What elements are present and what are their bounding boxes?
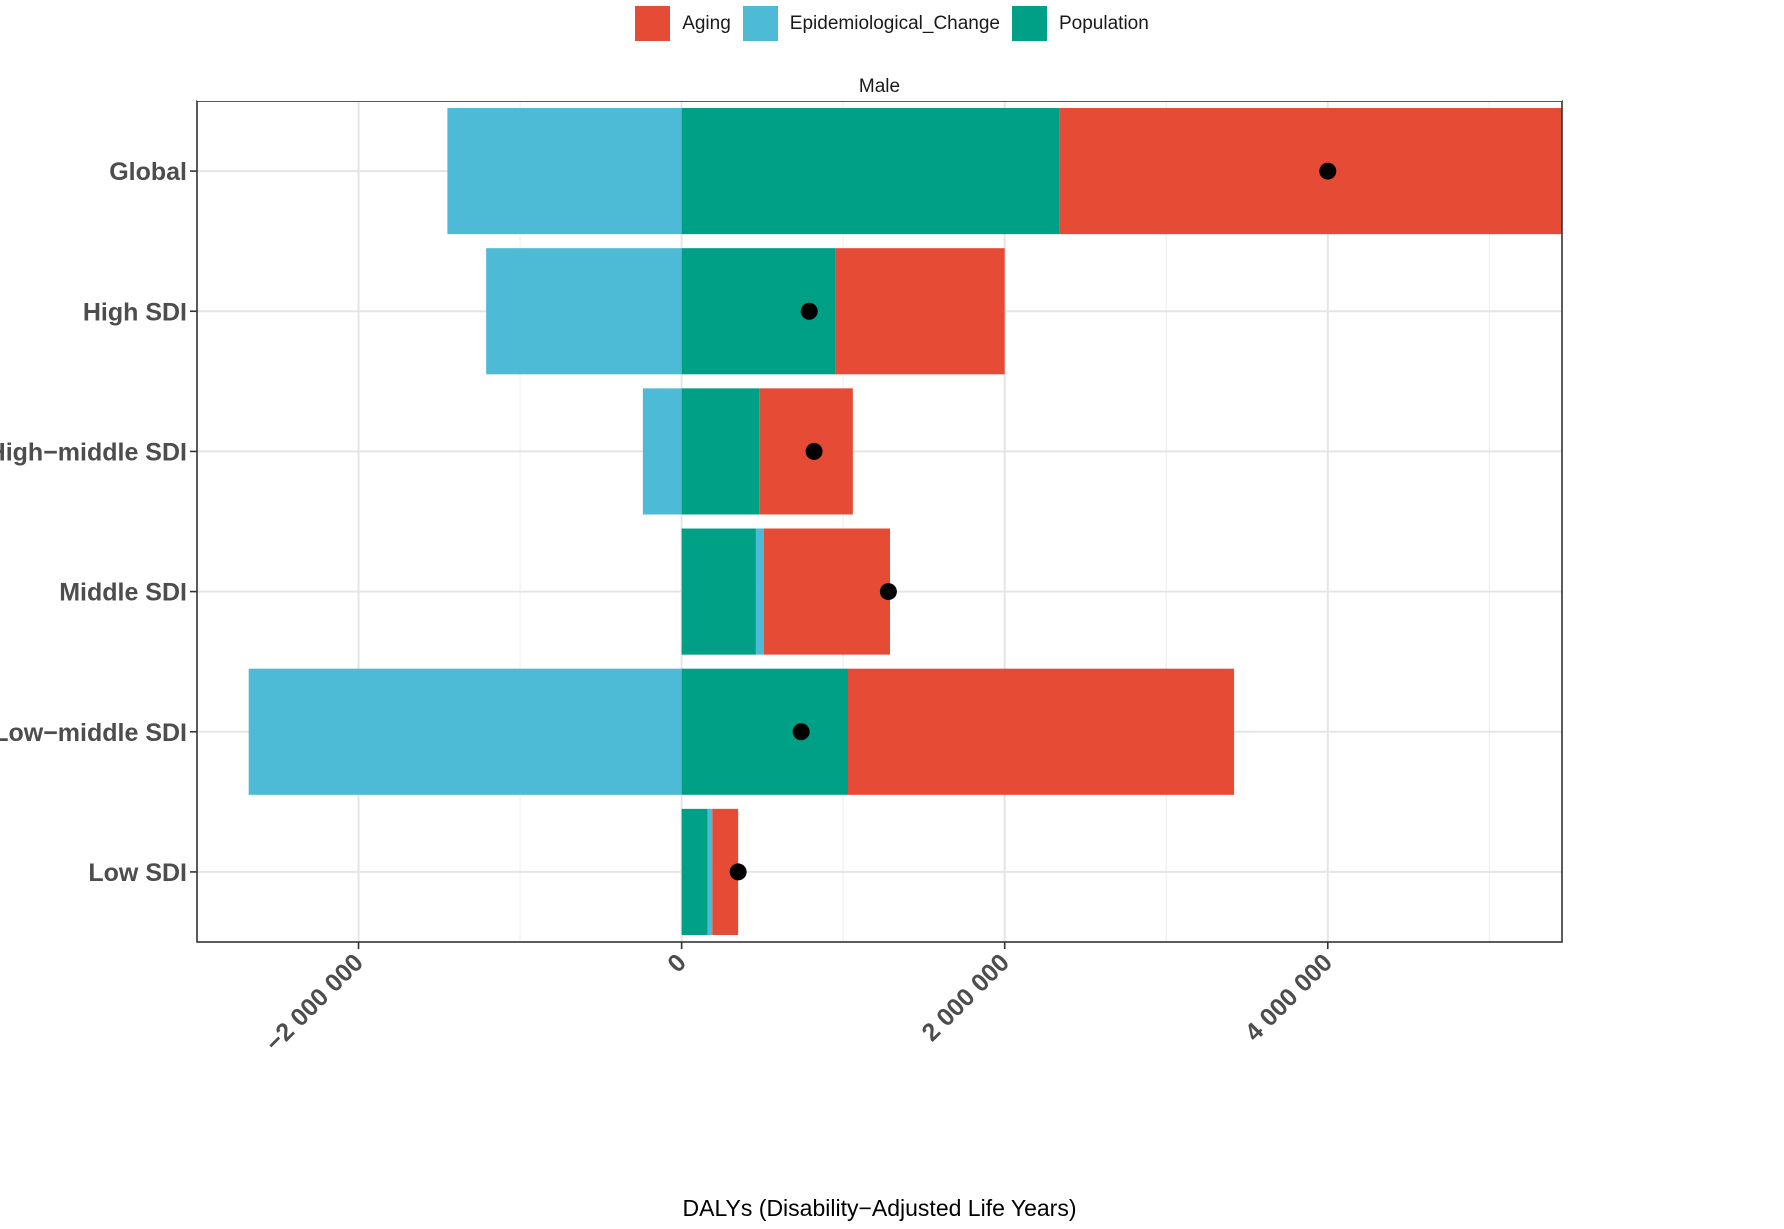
bar-low-middle-sdi-aging <box>848 668 1235 795</box>
total-point-high-middle-sdi <box>805 442 823 460</box>
legend-item-population: Population <box>1012 6 1149 41</box>
y-tick-label-high-middle-sdi: High−middle SDI <box>0 438 187 466</box>
x-tick-label: 2 000 000 <box>916 948 1014 1046</box>
bar-low-sdi-population <box>681 808 708 935</box>
x-tick-label: 4 000 000 <box>1240 948 1338 1046</box>
bar-middle-sdi-aging <box>764 528 890 655</box>
bar-low-middle-sdi-epidemiological-change <box>248 668 682 795</box>
x-axis-title: DALYs (Disability−Adjusted Life Years) <box>683 1195 1077 1221</box>
bar-global-population <box>681 108 1060 235</box>
y-tick-label-global: Global <box>109 158 187 186</box>
y-tick-label-high-sdi: High SDI <box>83 298 187 326</box>
legend-swatch-population <box>1012 6 1047 41</box>
y-tick-label-low-sdi: Low SDI <box>88 859 187 887</box>
x-tick-label: −2 000 000 <box>260 948 369 1057</box>
bar-high-middle-sdi-population <box>681 388 760 515</box>
bar-global-aging <box>1059 108 1562 235</box>
plot-panel: Global High SDI High−middle SDI Middle SDI L… <box>0 100 1563 1057</box>
legend-label-population: Population <box>1059 12 1149 34</box>
legend-swatch-epidemiological-change <box>742 6 778 41</box>
bar-low-sdi-epidemiological-change <box>707 808 713 935</box>
bar-low-middle-sdi-population <box>681 668 848 795</box>
y-tick-label-middle-sdi: Middle SDI <box>59 579 187 607</box>
bar-global-epidemiological-change <box>447 108 682 235</box>
bar-middle-sdi-population <box>681 528 756 655</box>
total-point-low-middle-sdi <box>792 723 810 741</box>
x-tick-label: 0 <box>662 948 692 978</box>
bar-middle-sdi-epidemiological-change <box>755 528 764 655</box>
total-point-low-sdi <box>729 863 747 881</box>
legend-label-epidemiological-change: Epidemiological_Change <box>789 12 1000 34</box>
facet-label: Male <box>859 76 900 97</box>
legend-item-aging: Aging <box>635 6 731 41</box>
bar-high-sdi-epidemiological-change <box>486 248 682 375</box>
total-point-high-sdi <box>800 302 818 320</box>
legend-item-epidemiological-change: Epidemiological_Change <box>742 6 1000 41</box>
legend-swatch-aging <box>635 6 671 41</box>
y-tick-label-low-middle-sdi: Low−middle SDI <box>0 719 187 747</box>
panel-background <box>197 101 1562 942</box>
total-point-global <box>1319 162 1337 180</box>
facet-strip: Male <box>197 68 1562 101</box>
bar-high-middle-sdi-epidemiological-change <box>642 388 682 515</box>
chart-legend: Aging Epidemiological_Change Population <box>0 6 1784 41</box>
bar-high-sdi-aging <box>835 248 1005 375</box>
facet-strip-background <box>197 68 1562 101</box>
legend-label-aging: Aging <box>682 12 731 34</box>
total-point-middle-sdi <box>879 583 897 601</box>
